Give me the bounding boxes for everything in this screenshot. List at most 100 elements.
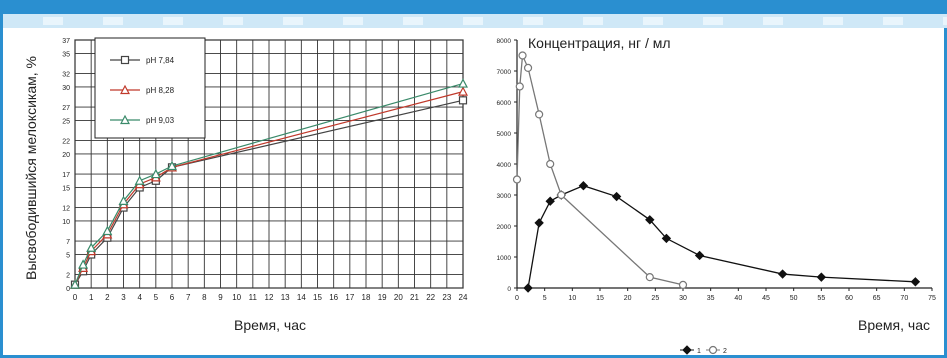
release-x-tick-label: 16 xyxy=(329,293,338,302)
concentration-data-point xyxy=(777,269,788,279)
release-data-point xyxy=(86,242,97,252)
release-y-axis-label: Высвободившийся мелоксикам, % xyxy=(23,56,39,280)
release-x-tick-label: 10 xyxy=(232,293,241,302)
concentration-x-tick-label: 20 xyxy=(624,295,632,302)
concentration-data-point xyxy=(512,175,522,184)
concentration-data-point xyxy=(523,63,533,73)
concentration-legend-marker xyxy=(682,345,692,355)
concentration-y-tick-label: 1000 xyxy=(497,255,512,262)
concentration-data-point xyxy=(515,82,524,91)
release-y-tick-label: 5 xyxy=(66,252,70,259)
concentration-data-point xyxy=(645,215,655,225)
concentration-data-point xyxy=(816,272,827,282)
release-legend-label: pH 7,84 xyxy=(146,56,175,65)
concentration-data-point xyxy=(678,280,688,289)
release-y-tick-label: 35 xyxy=(62,51,70,58)
release-data-point xyxy=(118,195,129,205)
concentration-x-tick-label: 25 xyxy=(651,295,659,302)
release-legend-marker xyxy=(120,114,130,125)
release-x-tick-label: 7 xyxy=(186,293,191,302)
concentration-data-point xyxy=(645,273,654,282)
release-data-point xyxy=(167,160,177,171)
top-decorative-strip xyxy=(3,14,947,28)
concentration-legend-label: 1 xyxy=(697,348,701,355)
release-x-tick-label: 19 xyxy=(378,293,387,302)
concentration-x-tick-label: 75 xyxy=(928,295,936,302)
release-y-tick-label: 10 xyxy=(62,219,70,226)
concentration-y-tick-label: 4000 xyxy=(497,162,512,169)
release-y-tick-label: 20 xyxy=(62,152,70,159)
release-legend-marker xyxy=(120,84,130,95)
release-x-tick-label: 5 xyxy=(154,293,159,302)
concentration-data-point xyxy=(557,190,566,200)
concentration-x-ticks: 0 5 10 15 20 25 30 35 40 45 50 55 60 65 70 75 xyxy=(515,288,936,302)
concentration-y-tick-label: 5000 xyxy=(497,131,512,138)
concentration-data-point xyxy=(518,51,527,60)
release-y-tick-label: 27 xyxy=(62,105,70,112)
release-data-point xyxy=(150,168,161,179)
concentration-series xyxy=(512,51,921,293)
concentration-chart: 0 5 10 15 20 25 30 35 40 45 50 55 60 65 70 75 0 1000 2000… xyxy=(497,35,936,355)
concentration-y-tick-label: 6000 xyxy=(497,100,512,107)
release-x-tick-label: 17 xyxy=(345,293,354,302)
concentration-data-point xyxy=(578,180,589,191)
release-x-tick-label: 21 xyxy=(410,293,419,302)
concentration-y-tick-label: 3000 xyxy=(497,193,512,200)
release-legend-marker xyxy=(120,55,130,65)
release-x-tick-label: 14 xyxy=(297,293,306,302)
release-legend-label: pH 8,28 xyxy=(146,86,175,95)
release-y-tick-label: 30 xyxy=(62,85,70,92)
release-x-tick-label: 15 xyxy=(313,293,322,302)
release-x-tick-label: 4 xyxy=(137,293,142,302)
concentration-y-tick-label: 8000 xyxy=(497,38,512,45)
concentration-x-axis-label: Время, час xyxy=(858,317,930,333)
concentration-legend-marker xyxy=(708,345,718,355)
release-y-tick-label: 37 xyxy=(62,38,70,45)
release-x-tick-label: 6 xyxy=(170,293,175,302)
release-chart: 0 1 2 3 4 5 6 7 8 9 10 11 12 13 14 15 16 17 18 19 20 21 22 23 24… xyxy=(23,37,468,333)
release-y-tick-label: 12 xyxy=(62,206,70,213)
release-x-axis-label: Время, час xyxy=(234,317,306,333)
concentration-x-tick-label: 35 xyxy=(707,295,715,302)
concentration-series-line xyxy=(527,185,916,289)
release-x-tick-label: 11 xyxy=(249,293,258,302)
concentration-x-tick-label: 70 xyxy=(900,295,908,302)
release-data-point xyxy=(458,96,468,105)
concentration-data-point xyxy=(611,191,622,202)
release-x-tick-label: 2 xyxy=(105,293,110,302)
release-x-ticks: 0 1 2 3 4 5 6 7 8 9 10 11 12 13 14 15 16 17 18 19 20 21 22 23 24 xyxy=(73,293,468,302)
release-x-tick-label: 0 xyxy=(73,293,78,302)
release-x-tick-label: 8 xyxy=(202,293,207,302)
concentration-data-point xyxy=(523,283,533,293)
release-y-tick-label: 25 xyxy=(62,118,70,125)
concentration-data-point xyxy=(545,196,555,206)
release-x-tick-label: 1 xyxy=(89,293,94,302)
concentration-series-line xyxy=(516,52,684,286)
release-data-point xyxy=(78,259,89,269)
release-data-point xyxy=(134,175,145,185)
concentration-x-tick-label: 50 xyxy=(790,295,798,302)
release-x-tick-label: 20 xyxy=(394,293,403,302)
release-x-tick-label: 23 xyxy=(442,293,451,302)
release-y-tick-label: 17 xyxy=(62,172,70,179)
concentration-data-point xyxy=(910,277,921,287)
concentration-data-point xyxy=(694,250,705,261)
release-data-point xyxy=(70,279,80,289)
release-data-point xyxy=(102,225,113,236)
concentration-x-tick-label: 55 xyxy=(817,295,825,302)
release-x-tick-label: 3 xyxy=(121,293,126,302)
release-legend-label: pH 9,03 xyxy=(146,116,175,125)
release-x-tick-label: 13 xyxy=(281,293,290,302)
concentration-y-ticks: 0 1000 2000 3000 4000 5000 6000 7000 8000 xyxy=(497,38,517,293)
release-x-tick-label: 18 xyxy=(362,293,371,302)
release-legend-box xyxy=(94,37,206,139)
release-legend: pH 7,84 pH 8,28 pH 9,03 xyxy=(94,37,206,139)
release-data-point xyxy=(458,78,468,88)
concentration-y-tick-label: 7000 xyxy=(497,69,512,76)
concentration-x-tick-label: 30 xyxy=(679,295,687,302)
concentration-x-tick-label: 45 xyxy=(762,295,770,302)
release-y-tick-label: 15 xyxy=(62,185,70,192)
